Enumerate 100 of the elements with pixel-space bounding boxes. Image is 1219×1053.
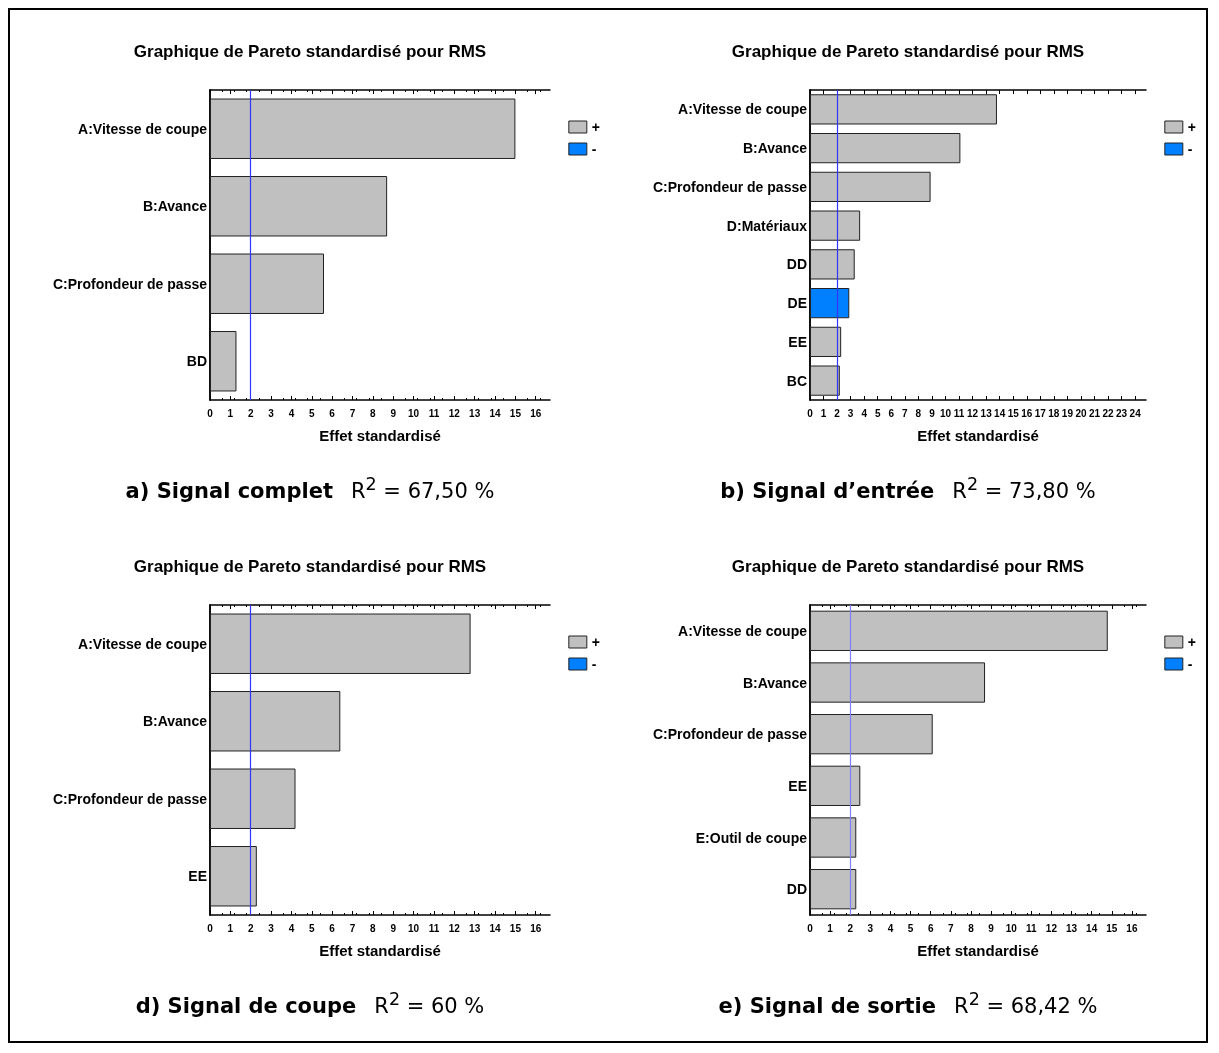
bar (810, 326, 842, 357)
x-tick-label: 18 (1048, 407, 1060, 419)
x-tick-label: 1 (227, 407, 234, 419)
y-tick-label: A:Vitesse de coupe (78, 635, 208, 652)
x-tick-label: 13 (1065, 922, 1078, 934)
text: a) Signal complet (125, 479, 333, 503)
x-tick-label: 23 (1116, 407, 1128, 419)
bar (210, 253, 325, 314)
x-tick-label: 7 (948, 922, 955, 934)
legend-label: + (591, 119, 601, 135)
x-tick-label: 8 (968, 922, 975, 934)
y-tick-label: C:Profondeur de passe (52, 275, 208, 292)
x-tick-label: 16 (1021, 407, 1033, 419)
x-tick-label: 0 (807, 922, 814, 934)
x-tick-label: 7 (902, 407, 909, 419)
x-tick-label: 2 (247, 407, 254, 419)
legend-label: + (1187, 119, 1197, 135)
bar (810, 249, 855, 280)
x-tick-label: 11 (1026, 922, 1038, 934)
x-tick-label: 6 (927, 922, 934, 934)
x-tick-label: 12 (967, 407, 979, 419)
x-tick-label: 10 (939, 407, 952, 419)
x-tick-label: 1 (227, 922, 234, 934)
bar (810, 610, 1108, 651)
x-tick-label: 2 (247, 922, 254, 934)
x-tick-label: 17 (1034, 407, 1047, 419)
x-tick-label: 14 (1086, 922, 1098, 934)
y-tick-label: C:Profondeur de passe (652, 178, 808, 195)
x-tick-label: 20 (1075, 407, 1087, 419)
x-tick-label: 13 (469, 922, 481, 934)
x-tick-label: 15 (509, 407, 522, 419)
x-tick-label: 8 (370, 407, 377, 419)
legend-label: + (591, 634, 601, 650)
x-tick-label: 2 (834, 407, 841, 419)
x-tick-label: 16 (530, 922, 542, 934)
y-tick-label: DD (786, 881, 807, 898)
bar (810, 94, 997, 125)
x-tick-label: 11 (428, 407, 440, 419)
x-tick-label: 3 (268, 407, 275, 419)
bar (810, 288, 850, 319)
bar (810, 133, 961, 164)
x-tick-label: 14 (489, 407, 502, 419)
text: d) Signal de coupe (135, 994, 357, 1018)
y-tick-label: EE (188, 868, 207, 885)
x-tick-label: 3 (867, 922, 874, 934)
bar (810, 714, 933, 755)
x-tick-label: 22 (1102, 407, 1115, 419)
chart-title: Graphique de Pareto standardisé pour RMS (731, 42, 1085, 61)
bar (210, 176, 388, 237)
x-tick-label: 4 (288, 922, 295, 934)
x-tick-label: 15 (509, 922, 522, 934)
legend-label: + (1187, 634, 1197, 650)
y-tick-label: B:Avance (742, 140, 808, 157)
bar (810, 765, 861, 806)
x-tick-label: 12 (448, 407, 461, 419)
x-tick-label: 6 (329, 922, 336, 934)
x-tick-label: 3 (847, 407, 854, 419)
chart-title: Graphique de Pareto standardisé pour RMS (133, 42, 487, 61)
x-tick-label: 10 (408, 922, 420, 934)
legend-label: - (1187, 141, 1193, 157)
y-tick-label: B:Avance (142, 713, 208, 730)
x-tick-label: 9 (929, 407, 936, 419)
y-tick-label: DD (786, 256, 807, 273)
x-tick-label: 9 (390, 922, 397, 934)
bar (210, 691, 341, 752)
y-tick-label: A:Vitesse de coupe (78, 120, 208, 137)
x-tick-label: 13 (469, 407, 481, 419)
x-tick-label: 24 (1129, 407, 1142, 419)
x-tick-label: 7 (349, 922, 356, 934)
x-tick-label: 0 (807, 407, 814, 419)
bar (810, 210, 861, 241)
y-tick-label: EE (788, 777, 807, 794)
x-tick-label: 14 (994, 407, 1006, 419)
x-tick-label: 4 (861, 407, 868, 419)
legend-label: - (591, 141, 597, 157)
y-tick-label: BD (186, 353, 207, 370)
y-tick-label: C:Profondeur de passe (652, 726, 808, 743)
y-tick-label: EE (788, 333, 807, 350)
y-tick-label: A:Vitesse de coupe (678, 622, 808, 639)
x-tick-label: 14 (489, 922, 502, 934)
x-tick-label: 16 (1126, 922, 1138, 934)
x-tick-label: 1 (827, 922, 834, 934)
bar (810, 869, 857, 910)
x-tick-label: 15 (1007, 407, 1020, 419)
bar (810, 365, 840, 396)
bar (210, 846, 257, 907)
y-tick-label: E:Outil de coupe (695, 829, 808, 846)
x-tick-label: 21 (1088, 407, 1101, 419)
text: R$^{2}$ = 73,80 % (952, 474, 1096, 503)
y-tick-label: A:Vitesse de coupe (678, 101, 808, 118)
y-tick-label: B:Avance (142, 198, 208, 215)
x-tick-label: 5 (907, 922, 914, 934)
x-tick-label: 8 (915, 407, 922, 419)
x-tick-label: 12 (1045, 922, 1058, 934)
x-tick-label: 1 (820, 407, 827, 419)
x-tick-label: 4 (887, 922, 894, 934)
bar (810, 817, 857, 858)
x-tick-label: 9 (988, 922, 995, 934)
text: R$^{2}$ = 68,42 % (954, 989, 1098, 1018)
x-tick-label: 12 (448, 922, 461, 934)
